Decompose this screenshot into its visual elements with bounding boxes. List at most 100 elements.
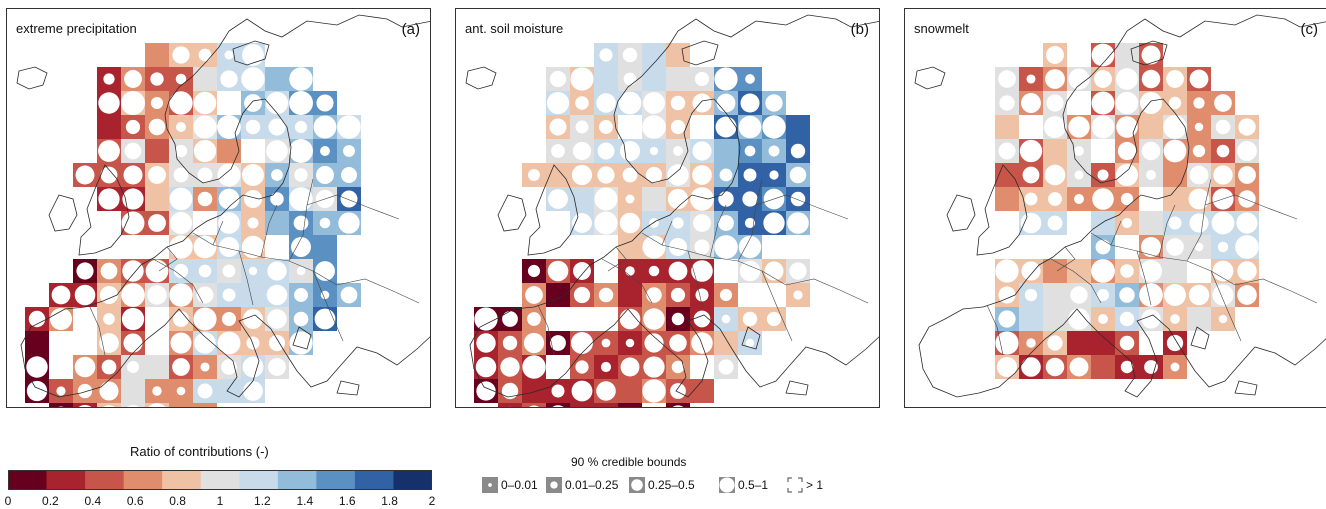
- country-border: [260, 204, 278, 258]
- uncertainty-circle: [575, 96, 589, 110]
- uncertainty-circle: [1189, 165, 1209, 185]
- uncertainty-circle: [1120, 360, 1134, 374]
- coastline: [336, 380, 360, 396]
- uncertainty-circle: [147, 285, 167, 305]
- uncertainty-circle: [738, 235, 762, 259]
- uncertainty-circle: [1139, 259, 1163, 283]
- uncertainty-circle: [337, 115, 361, 139]
- country-border: [312, 270, 344, 342]
- uncertainty-circle: [221, 359, 237, 375]
- uncertainty-circle: [1170, 362, 1180, 372]
- uncertainty-circle: [619, 140, 641, 162]
- coastline: [48, 194, 78, 232]
- uncertainty-circle: [193, 115, 217, 139]
- uncertainty-circle: [56, 386, 66, 396]
- credible-bound-item: > 1: [786, 475, 823, 495]
- uncertainty-circle: [1074, 194, 1084, 204]
- uncertainty-circle: [547, 260, 569, 282]
- grid-cell: [522, 379, 546, 403]
- grid-cell: [1139, 115, 1163, 139]
- uncertainty-circle: [571, 380, 593, 402]
- credible-bound-symbol: [546, 477, 562, 493]
- grid-cell: [1067, 331, 1091, 355]
- uncertainty-circle: [528, 405, 540, 407]
- grid-cell: [1163, 259, 1187, 283]
- uncertainty-circle: [242, 44, 264, 66]
- uncertainty-circle: [1074, 146, 1084, 156]
- uncertainty-circle: [1140, 236, 1162, 258]
- uncertainty-circle: [1193, 97, 1205, 109]
- grid-cell: [714, 331, 738, 355]
- uncertainty-circle: [500, 357, 520, 377]
- uncertainty-circle: [1164, 284, 1186, 306]
- uncertainty-circle: [1048, 192, 1062, 206]
- grid-cell: [49, 403, 73, 407]
- credible-bound-item: 0.25–0.5: [628, 475, 695, 495]
- uncertainty-circle: [693, 214, 711, 232]
- country-border: [661, 220, 673, 246]
- uncertainty-circle: [522, 355, 546, 379]
- coastline: [1234, 380, 1258, 396]
- panel-title: extreme precipitation: [16, 21, 137, 36]
- uncertainty-circle: [1238, 166, 1256, 184]
- uncertainty-circle: [217, 331, 241, 355]
- uncertainty-circle: [268, 358, 286, 376]
- uncertainty-circle: [646, 287, 662, 303]
- uncertainty-circle: [719, 168, 733, 182]
- uncertainty-circle: [670, 287, 686, 303]
- uncertainty-circle: [618, 91, 642, 115]
- uncertainty-circle: [1188, 284, 1210, 306]
- grid-cell: [1091, 211, 1115, 235]
- coastline: [785, 380, 809, 396]
- panel-letter: (a): [401, 21, 420, 38]
- grid-cell: [1115, 43, 1139, 67]
- panel-letter: (c): [1300, 21, 1319, 38]
- uncertainty-circle: [668, 237, 688, 257]
- grid-cell: [145, 187, 169, 211]
- colorbar-tick-label: 1: [216, 494, 224, 508]
- credible-bound-label: 0.5–1: [738, 478, 769, 492]
- uncertainty-circle: [625, 266, 635, 276]
- uncertainty-circle: [176, 386, 186, 396]
- country-border: [306, 194, 400, 220]
- colorbar-segment: [277, 470, 317, 490]
- uncertainty-circle: [573, 286, 591, 304]
- uncertainty-circle: [1024, 288, 1038, 302]
- credible-bound-label: 0–0.01: [501, 478, 538, 492]
- grid-cell: [666, 403, 690, 407]
- uncertainty-circle: [502, 311, 518, 327]
- colorbar-segment: [316, 470, 356, 490]
- country-border: [785, 278, 869, 304]
- country-border: [761, 270, 793, 342]
- country-border: [641, 232, 711, 258]
- country-border: [1110, 220, 1122, 246]
- uncertainty-circle: [1238, 118, 1256, 136]
- uncertainty-circle: [742, 311, 758, 327]
- uncertainty-circle: [1163, 139, 1187, 163]
- uncertainty-circle: [670, 383, 686, 399]
- uncertainty-circle: [294, 288, 308, 302]
- uncertainty-circle: [695, 288, 709, 302]
- uncertainty-circle: [718, 191, 734, 207]
- uncertainty-circle: [1119, 311, 1135, 327]
- country-border: [1234, 278, 1318, 304]
- uncertainty-circle: [1214, 94, 1232, 112]
- uncertainty-circle: [1141, 141, 1161, 161]
- country-border: [1050, 258, 1102, 304]
- grid-cell: [193, 403, 217, 407]
- uncertainty-circle: [121, 211, 145, 235]
- uncertainty-circle: [242, 356, 264, 378]
- credible-bounds-title: 90 % credible bounds: [571, 455, 687, 469]
- coastline: [1190, 326, 1210, 350]
- country-border: [158, 246, 178, 272]
- country-border: [687, 250, 703, 306]
- country-border: [260, 256, 338, 286]
- colorbar-segment: [8, 470, 48, 490]
- grid-cell: [1163, 163, 1187, 187]
- uncertainty-circle: [742, 191, 758, 207]
- grid-cell: [1067, 259, 1091, 283]
- uncertainty-circle: [246, 336, 260, 350]
- grid-cell: [145, 355, 169, 379]
- uncertainty-circle: [74, 356, 96, 378]
- uncertainty-circle: [169, 283, 193, 307]
